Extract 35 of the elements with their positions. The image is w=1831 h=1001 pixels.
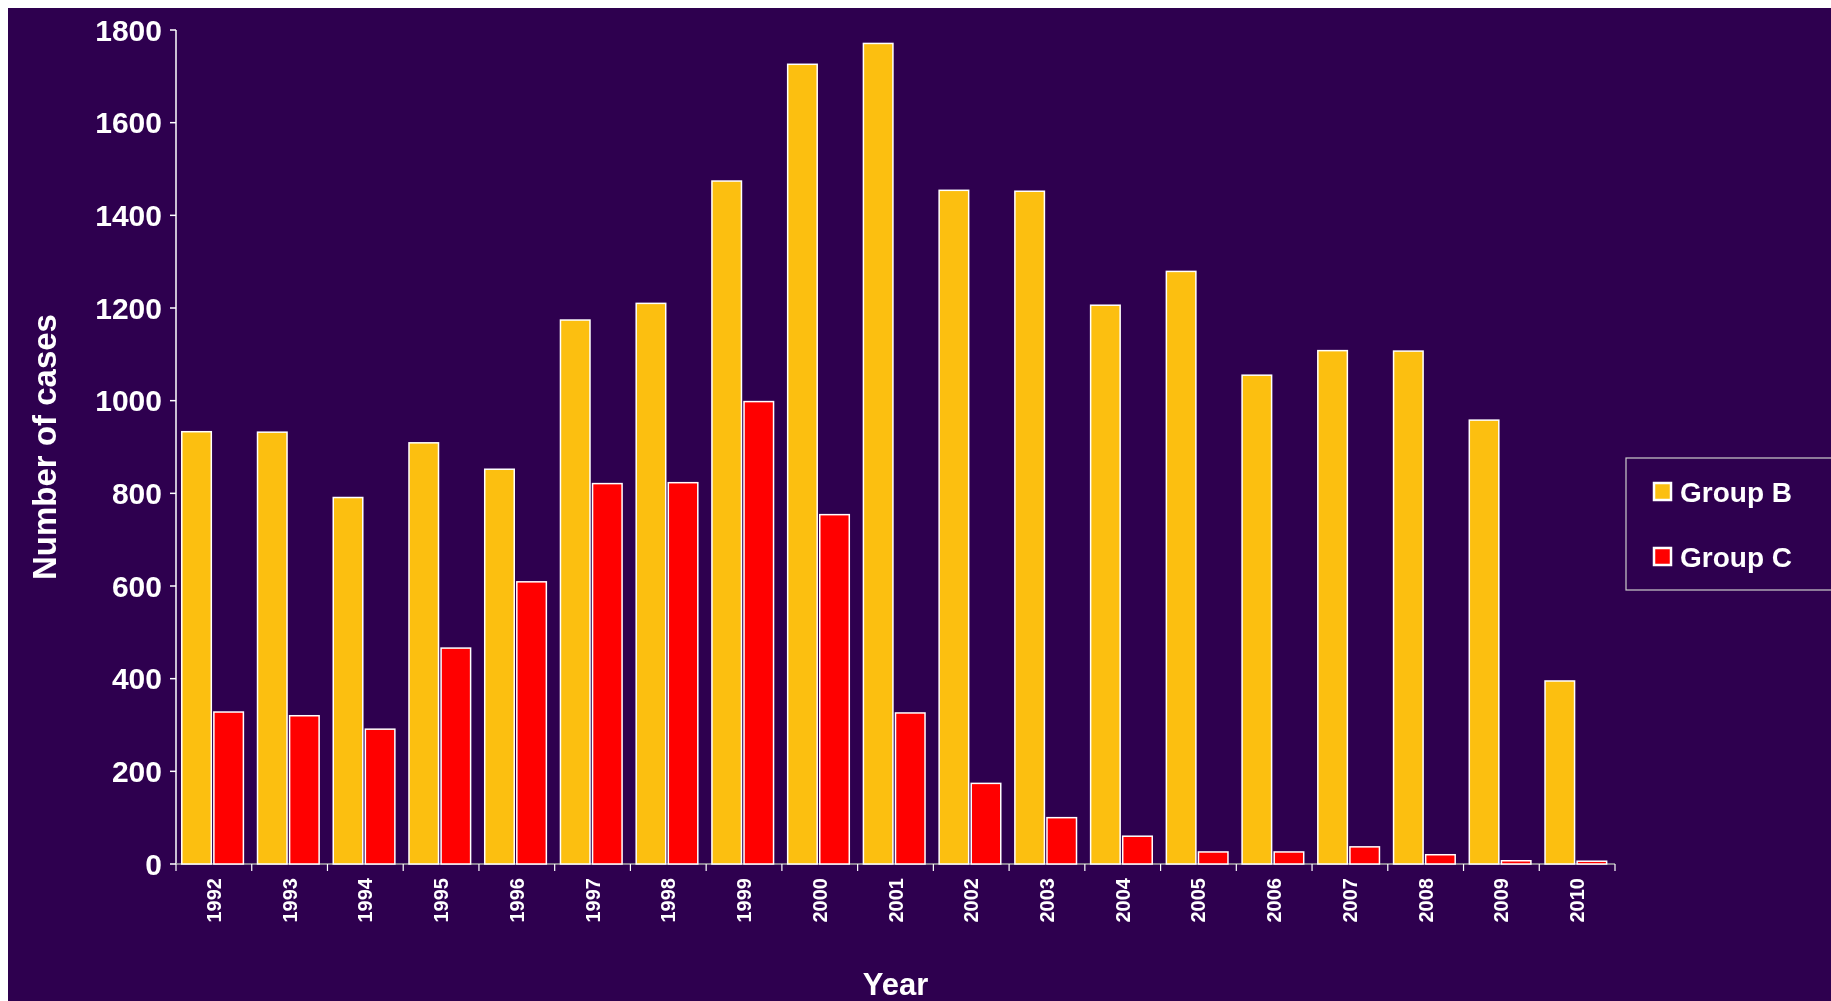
bar (667, 481, 699, 865)
x-tick-label: 1996 (505, 878, 528, 923)
y-tick-label: 1000 (95, 384, 162, 418)
x-tick-label: 1999 (733, 878, 756, 923)
x-tick-label: 2003 (1035, 878, 1058, 923)
x-tick-label: 2006 (1263, 878, 1286, 923)
x-tick-label: 2005 (1187, 878, 1210, 923)
x-tick-label: 2004 (1111, 877, 1134, 923)
x-tick-label: 1998 (657, 878, 680, 923)
x-tick-label: 2002 (960, 878, 983, 923)
x-axis-title: Year (862, 967, 929, 1001)
x-tick-label: 1992 (202, 878, 225, 923)
x-tick-label: 2001 (884, 878, 907, 923)
legend-label: Group C (1680, 541, 1792, 573)
y-tick-label: 800 (111, 476, 162, 510)
x-tick-label: 2010 (1566, 878, 1589, 923)
y-tick-label: 1600 (95, 106, 162, 140)
x-tick-label: 1993 (278, 878, 301, 923)
x-tick-label: 2009 (1490, 878, 1513, 923)
x-tick-label: 2007 (1338, 878, 1361, 923)
x-tick-label: 2008 (1414, 878, 1437, 923)
x-tick-label: 1994 (354, 877, 377, 923)
y-tick-label: 200 (111, 754, 162, 788)
y-tick-label: 1800 (95, 13, 162, 47)
y-tick-label: 400 (111, 662, 162, 696)
y-tick-label: 600 (111, 569, 162, 603)
y-tick-label: 1200 (95, 291, 162, 325)
bar (635, 302, 667, 865)
x-tick-label: 2000 (808, 878, 831, 923)
legend-label: Group B (1680, 476, 1792, 508)
x-tick-label: 1997 (581, 878, 604, 923)
x-tick-label: 1995 (430, 878, 453, 923)
y-tick-label: 1400 (95, 198, 162, 232)
y-axis-title: Number of cases (25, 314, 63, 580)
y-tick-label: 0 (145, 847, 162, 881)
